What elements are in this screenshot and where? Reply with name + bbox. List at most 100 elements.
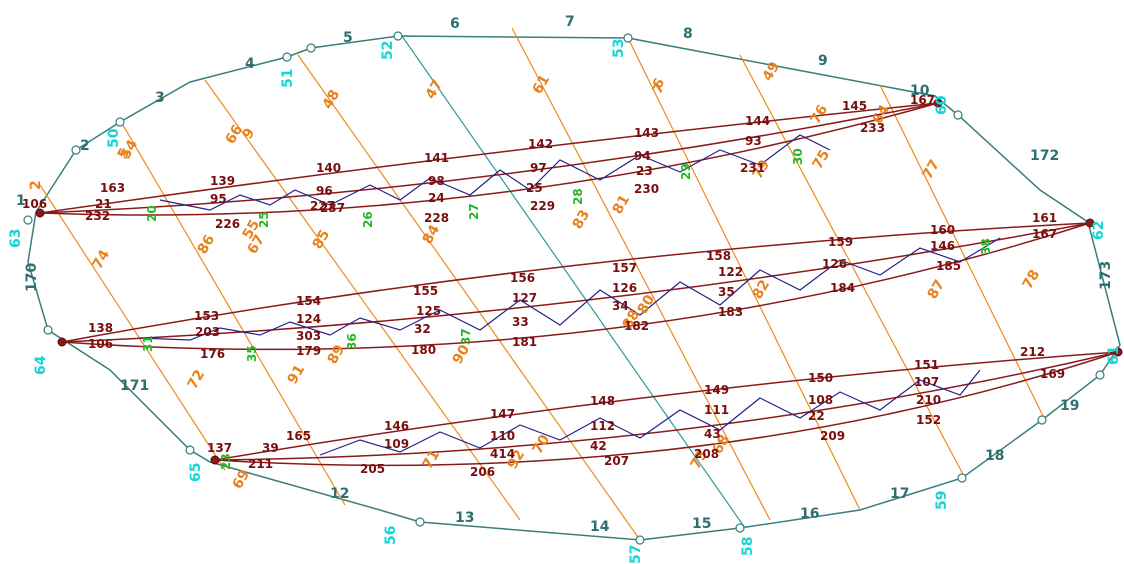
member-group-bottom (214, 351, 1119, 467)
hatch-label-72: 72 (185, 367, 209, 392)
member-label-126: 126 (822, 257, 847, 271)
boundary-label-3: 3 (155, 90, 165, 106)
member-label-184: 184 (830, 281, 855, 295)
boundary-label-12: 12 (330, 486, 349, 502)
anchor-node (210, 455, 220, 465)
hatch-label-2: 2 (28, 180, 44, 190)
member-label-211: 211 (248, 457, 273, 471)
boundary-label-14: 14 (590, 519, 610, 535)
member-label-145: 145 (842, 99, 867, 113)
member-label-94: 94 (634, 149, 651, 163)
member-label-34: 34 (612, 299, 629, 313)
support-label-25: 25 (257, 211, 271, 228)
hatch-label-87: 87 (925, 277, 949, 302)
node-label-64: 64 (33, 355, 49, 375)
boundary-label-16: 16 (800, 506, 819, 522)
member-label-233: 233 (860, 121, 885, 135)
member-label-208: 208 (694, 447, 719, 461)
member-label-35: 35 (718, 285, 735, 299)
member-label-97: 97 (530, 161, 547, 175)
boundary-label-6: 6 (450, 16, 460, 32)
boundary-label-17: 17 (890, 486, 909, 502)
hatch-label-84: 84 (420, 222, 444, 247)
node-label-50: 50 (106, 128, 122, 148)
member-label-227: 227 (310, 199, 335, 213)
boundary-label-15: 15 (692, 516, 711, 532)
member-label-126: 126 (612, 281, 637, 295)
member-label-154: 154 (296, 294, 321, 308)
member-label-303: 303 (296, 329, 321, 343)
member-label-43: 43 (704, 427, 721, 441)
hatch-label-83: 83 (570, 207, 594, 232)
member-label-205: 205 (360, 462, 385, 476)
member-label-414: 414 (490, 447, 515, 461)
member-label-231: 231 (740, 161, 765, 175)
member-label-33: 33 (512, 315, 529, 329)
member-label-144: 144 (745, 114, 770, 128)
node-label-52: 52 (380, 41, 396, 60)
node-label-51: 51 (280, 69, 296, 88)
support-label-28: 28 (571, 188, 585, 205)
member-label-146: 146 (930, 239, 955, 253)
member-label-141: 141 (424, 151, 449, 165)
member-label-152: 152 (916, 413, 941, 427)
member-label-93: 93 (745, 134, 762, 148)
support-label-27: 27 (467, 203, 481, 220)
member-label-157: 157 (612, 261, 637, 275)
member-label-180: 180 (411, 343, 436, 357)
member-label-163: 163 (100, 181, 125, 195)
support-label-37: 37 (459, 328, 473, 345)
boundary-label-13: 13 (455, 510, 474, 526)
support-label-29: 29 (679, 163, 693, 180)
hatch-label-47: 47 (423, 77, 447, 102)
boundary-label-7: 7 (565, 14, 575, 30)
support-label-20: 20 (145, 205, 159, 222)
member-label-185: 185 (936, 259, 961, 273)
member-label-167: 167 (1032, 227, 1057, 241)
node-label-53: 53 (611, 39, 627, 58)
member-label-42: 42 (590, 439, 607, 453)
member-label-109: 109 (384, 437, 409, 451)
member-label-106: 106 (22, 197, 47, 211)
boundary-label-1: 1 (16, 193, 26, 209)
member-label-125: 125 (416, 304, 441, 318)
node-label-62: 62 (1091, 221, 1107, 240)
member-label-179: 179 (296, 344, 321, 358)
node-label-65: 65 (188, 463, 204, 482)
boundary-label-171: 171 (120, 378, 149, 394)
member-label-108: 108 (808, 393, 833, 407)
boundary-label-9: 9 (818, 53, 828, 69)
member-label-147: 147 (490, 407, 515, 421)
node-label-60: 60 (934, 95, 950, 115)
support-label-23: 23 (219, 453, 233, 470)
member-label-23: 23 (636, 164, 653, 178)
boundary-label-18: 18 (985, 448, 1004, 464)
member-label-110: 110 (490, 429, 515, 443)
node-label-layer: 50 51 52 53 56 57 58 59 60 61 62 63 64 65 (8, 39, 1122, 564)
support-label-layer: 20 23 25 26 27 28 29 30 31 35 36 37 38 (141, 148, 993, 470)
node-label-56: 56 (383, 526, 399, 545)
hatch-label-78: 78 (1020, 267, 1044, 292)
member-label-139: 139 (210, 174, 235, 188)
member-label-112: 112 (590, 419, 615, 433)
node-label-57: 57 (628, 545, 644, 564)
member-label-210: 210 (916, 393, 941, 407)
member-label-167: 167 (910, 93, 935, 107)
boundary-nodes (23, 31, 1105, 545)
member-label-98: 98 (428, 174, 445, 188)
boundary-label-173: 173 (1098, 261, 1114, 290)
member-label-111: 111 (704, 403, 729, 417)
member-label-24: 24 (428, 191, 445, 205)
boundary-label-10: 10 (910, 83, 930, 99)
boundary-label-8: 8 (683, 26, 693, 42)
member-label-160: 160 (930, 223, 955, 237)
hatch-label-66: 66 (223, 122, 247, 147)
hatch-label-61: 61 (530, 72, 554, 97)
member-label-182: 182 (624, 319, 649, 333)
member-label-203: 203 (195, 325, 220, 339)
support-label-30: 30 (791, 148, 805, 165)
member-label-96: 96 (316, 184, 333, 198)
axis-48 (401, 35, 746, 529)
member-label-21: 21 (95, 197, 112, 211)
